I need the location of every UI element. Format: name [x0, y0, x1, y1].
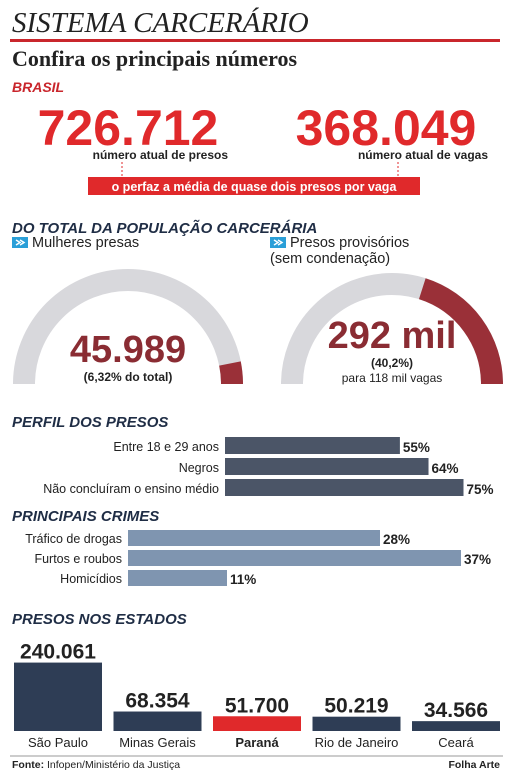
value-label: 68.354 — [125, 690, 190, 713]
note-box — [88, 177, 420, 195]
gauge-track — [13, 269, 243, 385]
section-heading: BRASIL — [12, 79, 64, 95]
gauge-count: 45.989 — [70, 329, 186, 371]
source-label: Fonte: — [12, 759, 44, 770]
big-number: 368.049 — [296, 100, 477, 156]
icon-arrow — [15, 239, 26, 246]
subtitle: Confira os principais números — [12, 46, 297, 71]
bar — [225, 458, 429, 475]
label: número atual de presos — [93, 148, 229, 162]
gauge-value-label: (6,32% do total) — [84, 370, 173, 384]
value-label: 51.700 — [225, 694, 289, 717]
value-label: 37% — [464, 552, 491, 567]
category-label: São Paulo — [28, 735, 88, 750]
gauge-fill — [219, 361, 243, 385]
value-label: 64% — [432, 461, 459, 476]
bar — [128, 570, 227, 586]
label: número atual de vagas — [358, 148, 488, 162]
value-label: 28% — [383, 532, 410, 547]
bar — [225, 479, 464, 496]
gauge-fill — [418, 278, 503, 385]
gauge-title: Presos provisórios — [290, 235, 409, 251]
source-text: Infopen/Ministério da Justiça — [47, 759, 180, 770]
gauge-count: 292 mil — [328, 315, 457, 357]
category-label: Não concluíram o ensino médio — [43, 482, 219, 496]
gauge-note: para 118 mil vagas — [342, 371, 443, 385]
icon-arrow — [273, 239, 284, 246]
category-label: Entre 18 e 29 anos — [113, 440, 219, 454]
bar — [312, 716, 401, 731]
title: SISTEMA CARCERÁRIO — [12, 6, 309, 39]
value-label: 34.566 — [424, 699, 488, 722]
gauge-value-label: (40,2%) — [371, 356, 413, 370]
big-number: 726.712 — [38, 100, 219, 156]
bar — [225, 437, 400, 454]
section-heading: PRESOS NOS ESTADOS — [12, 611, 187, 628]
category-label: Minas Gerais — [119, 735, 196, 750]
title-rule — [10, 39, 500, 42]
note: o perfaz a média de quase dois presos po… — [112, 180, 398, 194]
bar — [412, 721, 500, 731]
category-label: Paraná — [235, 735, 279, 750]
bar — [128, 530, 380, 546]
value-label: 240.061 — [20, 641, 96, 664]
bar — [14, 662, 102, 731]
category-label: Ceará — [438, 735, 474, 750]
category-label: Tráfico de drogas — [25, 532, 122, 546]
category-label: Rio de Janeiro — [315, 735, 399, 750]
value-label: 75% — [467, 482, 494, 497]
category-label: Furtos e roubos — [34, 552, 122, 566]
section-heading: DO TOTAL DA POPULAÇÃO CARCERÁRIA — [12, 219, 317, 237]
value-label: 11% — [230, 572, 256, 587]
bar — [113, 711, 202, 731]
gauge-title: Mulheres presas — [32, 235, 139, 251]
section-heading: PERFIL DOS PRESOS — [12, 414, 168, 431]
category-label: Negros — [179, 461, 219, 475]
bar — [213, 716, 301, 731]
value-label: 55% — [403, 440, 430, 455]
gauge-title: (sem condenação) — [270, 251, 390, 267]
category-label: Homicídios — [60, 572, 122, 586]
value-label: 50.219 — [324, 695, 388, 718]
source: Fonte: Infopen/Ministério da Justiça — [12, 759, 180, 770]
credit: Folha Arte — [448, 759, 500, 770]
bar — [128, 550, 461, 566]
section-heading: PRINCIPAIS CRIMES — [12, 508, 159, 525]
